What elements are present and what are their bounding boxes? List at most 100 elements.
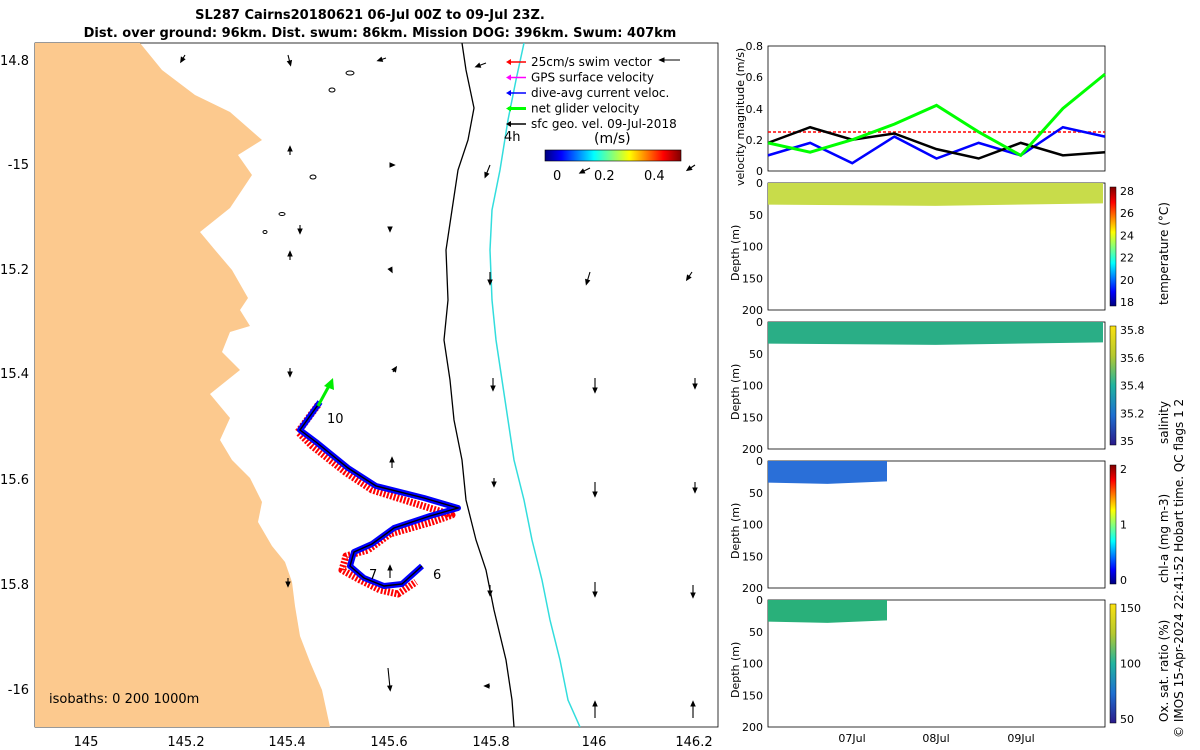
glider-path-line	[299, 401, 461, 587]
colorbar-tick: 35.6	[1120, 352, 1145, 365]
velocity-vector	[692, 482, 698, 494]
velocity-vector	[487, 585, 493, 597]
vel-ytick: 0	[756, 165, 763, 178]
lon-tick: 145.6	[370, 735, 407, 750]
velocity-series-line	[767, 125, 1106, 160]
velocity-series-line	[767, 72, 1106, 158]
depth-tick: 50	[749, 487, 763, 500]
annotation-6: 6	[433, 568, 441, 583]
velocity-vector	[483, 683, 490, 689]
colorbar-tick: 24	[1120, 229, 1134, 242]
panel-colorbar	[1109, 325, 1117, 446]
velocity-vector	[658, 57, 680, 63]
colorbar-tick-2: 0.4	[644, 169, 665, 184]
velocity-vector	[578, 167, 591, 174]
section-panel: 0 50 100 150 200 Depth (m) 35 35.2 35.4 35.6 35.8 s…	[729, 316, 1171, 456]
velocity-vector	[490, 378, 496, 392]
isobath-200m	[443, 43, 515, 727]
colorbar-unit: (m/s)	[594, 131, 631, 147]
glider-track	[294, 378, 461, 598]
legend-entry: 25cm/s swim vector	[506, 55, 652, 69]
velocity-vector	[287, 250, 293, 260]
lon-tick: 145.2	[167, 735, 204, 750]
depth-tick: 50	[749, 348, 763, 361]
speed-colorbar: (m/s) 0 0.2 0.4	[544, 131, 682, 184]
lat-tick: 14.8	[0, 54, 29, 69]
velocity-chart: 0 0.2 0.4 0.6 0.8 velocity magnitude (m/…	[734, 40, 1106, 186]
legend-label: GPS surface velocity	[531, 71, 654, 85]
colorbar-tick: 35.4	[1120, 380, 1145, 393]
lon-tick: 145	[74, 735, 99, 750]
colorbar-tick: 1	[1120, 519, 1127, 532]
velocity-vector	[376, 56, 387, 62]
velocity-vector	[685, 271, 693, 282]
velocity-vector	[286, 54, 293, 67]
legend-entry: sfc geo. vel. 09-Jul-2018	[506, 117, 677, 131]
section-data-fill	[768, 183, 1103, 206]
figure-title: SL287 Cairns20180621 06-Jul 00Z to 09-Ju…	[195, 8, 545, 23]
legend-label: dive-avg current veloc.	[531, 86, 669, 100]
colorbar-label: chl-a (mg m-3)	[1157, 494, 1171, 583]
colorbar-tick: 26	[1120, 207, 1134, 220]
land-mass	[35, 43, 330, 727]
depth-ylabel: Depth (m)	[729, 364, 742, 420]
velocity-vector	[484, 164, 491, 179]
depth-tick: 0	[756, 594, 763, 607]
panel-colorbar	[1109, 186, 1117, 307]
velocity-vector	[285, 578, 291, 588]
lon-tick: 145.4	[268, 735, 305, 750]
lat-tick: 15.4	[0, 367, 29, 382]
depth-tick: 150	[742, 411, 763, 424]
map-legend: 25cm/s swim vector GPS surface velocitydi…	[506, 55, 677, 131]
depth-tick: 200	[742, 721, 763, 734]
section-panel: 0 50 100 150 200 Depth (m) 50 100 150 Ox. sat. ra…	[729, 594, 1171, 734]
velocity-series	[767, 72, 1106, 165]
lat-tick: -15	[8, 158, 29, 173]
colorbar-tick: 35.8	[1120, 324, 1145, 337]
lat-tick: 15.8	[0, 578, 29, 593]
velocity-vector	[287, 145, 293, 155]
lat-tick: 15.2	[0, 263, 29, 278]
section-data-fill	[768, 600, 887, 623]
velocity-vector	[389, 456, 395, 468]
net-glider-arrowhead	[324, 378, 334, 390]
velocity-vector	[487, 272, 493, 286]
section-data-fill	[768, 322, 1103, 345]
annotation-7: 7	[369, 568, 377, 583]
lon-axis: 145 145.2 145.4 145.6 145.8 146 146.2	[74, 735, 713, 750]
depth-tick: 150	[742, 689, 763, 702]
depth-tick: 0	[756, 177, 763, 190]
colorbar-label: temperature (°C)	[1157, 202, 1171, 305]
velocity-vector	[685, 164, 696, 172]
annotation-4h: 4h	[504, 130, 521, 145]
surface-velocity-vectors	[180, 54, 698, 718]
panel-colorbar	[1109, 464, 1117, 585]
velocity-vector	[592, 378, 598, 394]
panel-colorbar	[1109, 603, 1117, 724]
velocity-vector	[585, 271, 591, 286]
depth-tick: 200	[742, 304, 763, 317]
depth-tick: 200	[742, 443, 763, 456]
legend-entry: net glider velocity	[506, 102, 639, 116]
velocity-vector	[592, 482, 598, 498]
isobath-1000m	[489, 43, 581, 727]
velocity-vector	[690, 585, 696, 599]
velocity-vector	[592, 700, 598, 718]
velocity-vector	[387, 226, 393, 233]
depth-ylabel: Depth (m)	[729, 225, 742, 281]
colorbar-tick: 2	[1120, 463, 1127, 476]
lat-tick: -16	[8, 683, 29, 698]
velocity-yticks: 0 0.2 0.4 0.6 0.8	[746, 40, 764, 178]
net-glider-velocity-arrow	[316, 383, 332, 407]
velocity-vector	[180, 54, 186, 64]
legend-label: net glider velocity	[531, 102, 639, 116]
lat-tick: 15.6	[0, 473, 29, 488]
lon-tick: 145.8	[472, 735, 509, 750]
map-panel: 10 7 6 4h isobaths: 0 200 1000m 25cm/s s…	[0, 42, 719, 750]
vel-ytick: 0.8	[746, 40, 764, 53]
velocity-vector	[386, 667, 393, 692]
colorbar-tick: 20	[1120, 274, 1134, 287]
depth-tick: 0	[756, 316, 763, 329]
